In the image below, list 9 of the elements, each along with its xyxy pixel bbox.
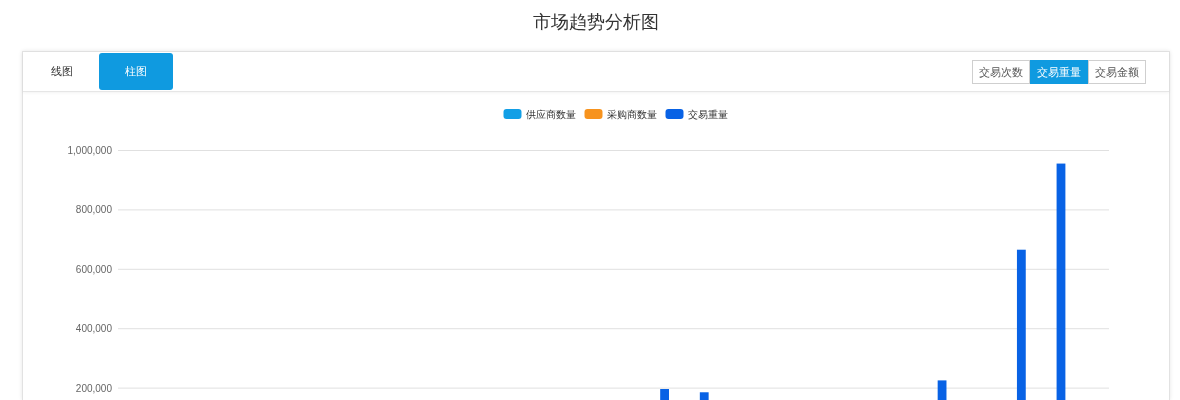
legend-label: 供应商数量 xyxy=(525,108,576,120)
ytick: 800,000 xyxy=(75,204,112,216)
title: 市场趋势分析图 xyxy=(532,11,660,34)
ytick: 400,000 xyxy=(75,323,112,335)
ytick: 1,000,000 xyxy=(67,145,112,156)
legend-label: 采购商数量 xyxy=(606,108,657,120)
legend-label: 交易重量 xyxy=(687,108,728,120)
ytick: 600,000 xyxy=(75,263,112,275)
ytick: 200,000 xyxy=(75,382,112,394)
